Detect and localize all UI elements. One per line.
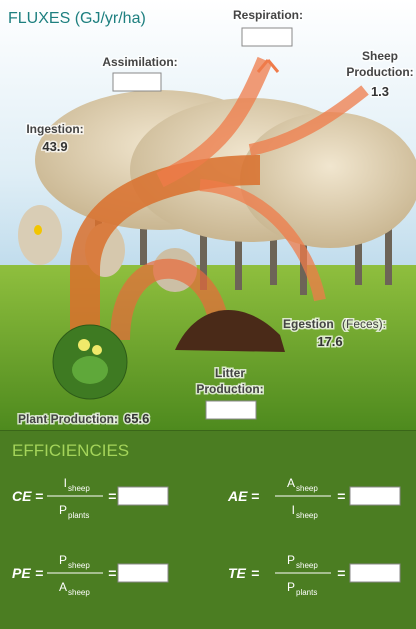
equals-sign: =	[337, 565, 345, 581]
denominator-subscript: sheep	[68, 588, 90, 597]
sheep-production-label: Production:	[346, 65, 413, 79]
efficiency-label: TE	[228, 565, 247, 581]
respiration-label: Respiration:	[233, 8, 303, 22]
numerator-symbol: A	[287, 476, 295, 490]
denominator-subscript: plants	[68, 511, 89, 520]
plant-production-value: 65.6	[124, 411, 149, 426]
numerator-symbol: P	[59, 553, 67, 567]
denominator-symbol: I	[292, 503, 295, 517]
equals-sign: =	[108, 565, 116, 581]
flux-arrows	[70, 56, 369, 341]
denominator-subscript: sheep	[296, 511, 318, 520]
efficiencies-title: EFFICIENCIES	[12, 441, 129, 460]
denominator-symbol: P	[287, 580, 295, 594]
litter-input[interactable]	[205, 400, 257, 420]
equals-sign: =	[251, 565, 259, 581]
numerator-symbol: P	[287, 553, 295, 567]
equals-sign: =	[251, 488, 259, 504]
numerator-subscript: sheep	[296, 484, 318, 493]
egestion-value: 17.6	[317, 334, 342, 349]
numerator-subscript: sheep	[68, 484, 90, 493]
efficiency-input[interactable]	[349, 486, 401, 506]
equals-sign: =	[337, 488, 345, 504]
respiration-input[interactable]	[241, 27, 293, 47]
efficiency-input[interactable]	[117, 563, 169, 583]
plant-production-label: Plant Production:	[18, 412, 118, 426]
litter-label: Litter	[215, 366, 245, 380]
efficiencies-panel	[0, 430, 416, 629]
denominator-symbol: P	[59, 503, 67, 517]
sheep-production-value: 1.3	[371, 84, 389, 99]
ingestion-label: Ingestion:	[26, 122, 83, 136]
assimilation-input[interactable]	[112, 72, 162, 92]
egestion-note: (Feces):	[342, 317, 386, 331]
numerator-symbol: I	[64, 476, 67, 490]
efficiency-label: AE	[227, 488, 248, 504]
title: FLUXES (GJ/yr/ha)	[8, 10, 146, 27]
efficiency-label: CE	[12, 488, 32, 504]
litter-label: Production:	[196, 382, 263, 396]
sheep-production-label: Sheep	[362, 49, 398, 63]
numerator-subscript: sheep	[68, 561, 90, 570]
plant-icon	[52, 324, 128, 400]
egestion-label: Egestion	[283, 317, 334, 331]
efficiency-input[interactable]	[117, 486, 169, 506]
ingestion-value: 43.9	[42, 139, 67, 154]
numerator-subscript: sheep	[296, 561, 318, 570]
efficiency-label: PE	[12, 565, 31, 581]
litter-pile	[175, 309, 285, 352]
equals-sign: =	[35, 488, 43, 504]
equals-sign: =	[35, 565, 43, 581]
denominator-subscript: plants	[296, 588, 317, 597]
denominator-symbol: A	[59, 580, 67, 594]
equals-sign: =	[108, 488, 116, 504]
efficiency-input[interactable]	[349, 563, 401, 583]
assimilation-label: Assimilation:	[102, 55, 177, 69]
